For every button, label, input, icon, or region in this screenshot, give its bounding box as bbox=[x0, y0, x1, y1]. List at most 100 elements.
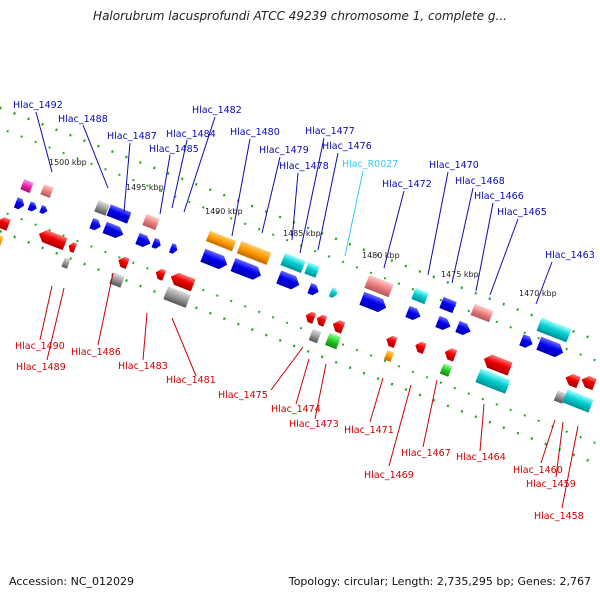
gene-glyph-14[interactable] bbox=[236, 241, 272, 265]
gene-label-hlac-1468[interactable]: Hlac_1468 bbox=[455, 176, 505, 187]
gene-label-hlac-1467[interactable]: Hlac_1467 bbox=[401, 448, 451, 459]
gene-glyph-36[interactable] bbox=[67, 241, 78, 253]
gene-label-hlac-1490[interactable]: Hlac_1490 bbox=[15, 341, 65, 352]
gene-label-hlac-r0027[interactable]: Hlac_R0027 bbox=[342, 159, 398, 170]
gene-glyph-0[interactable] bbox=[20, 179, 34, 193]
gene-glyph-44[interactable] bbox=[315, 313, 328, 327]
gene-glyph-26[interactable] bbox=[405, 305, 422, 322]
gene-glyph-51[interactable] bbox=[443, 346, 458, 362]
gene-label-hlac-1485[interactable]: Hlac_1485 bbox=[149, 144, 199, 155]
gene-label-hlac-1469[interactable]: Hlac_1469 bbox=[364, 470, 414, 481]
gene-label-hlac-1472[interactable]: Hlac_1472 bbox=[382, 179, 432, 190]
gene-label-hlac-1474[interactable]: Hlac_1474 bbox=[271, 404, 321, 415]
gene-glyph-52[interactable] bbox=[439, 363, 453, 377]
gene-glyph-9[interactable] bbox=[142, 213, 160, 231]
gene-glyph-56[interactable] bbox=[579, 374, 597, 391]
gene-glyph-8[interactable] bbox=[102, 221, 126, 240]
gene-glyph-23[interactable] bbox=[359, 291, 388, 314]
gene-glyph-21[interactable] bbox=[328, 287, 339, 299]
gene-label-hlac-1486[interactable]: Hlac_1486 bbox=[71, 347, 121, 358]
gene-glyph-13[interactable] bbox=[205, 230, 237, 252]
gene-label-hlac-1488[interactable]: Hlac_1488 bbox=[58, 114, 108, 125]
gene-glyph-43[interactable] bbox=[304, 310, 317, 324]
gene-label-hlac-1479[interactable]: Hlac_1479 bbox=[259, 145, 309, 156]
gene-glyph-17[interactable] bbox=[280, 252, 306, 274]
gene-label-hlac-1475[interactable]: Hlac_1475 bbox=[218, 390, 268, 401]
gene-glyph-54[interactable] bbox=[475, 368, 511, 394]
gene-label-hlac-1483[interactable]: Hlac_1483 bbox=[118, 361, 168, 372]
leader-line-19 bbox=[46, 287, 65, 361]
gene-glyph-57[interactable] bbox=[553, 390, 567, 404]
gene-glyph-47[interactable] bbox=[325, 332, 341, 350]
gene-glyph-11[interactable] bbox=[151, 237, 162, 250]
leader-line-23 bbox=[270, 346, 304, 391]
gene-label-hlac-1470[interactable]: Hlac_1470 bbox=[429, 160, 479, 171]
gene-glyph-12[interactable] bbox=[168, 243, 179, 255]
gene-glyph-58[interactable] bbox=[562, 389, 594, 413]
gene-glyph-5[interactable] bbox=[94, 200, 110, 216]
map-title: Halorubrum lacusprofundi ATCC 49239 chro… bbox=[93, 9, 507, 23]
accession-text: Accession: NC_012029 bbox=[9, 575, 135, 588]
gene-label-hlac-1477[interactable]: Hlac_1477 bbox=[305, 126, 355, 137]
gene-glyph-1[interactable] bbox=[40, 184, 54, 198]
gene-glyph-42[interactable] bbox=[163, 286, 191, 308]
gene-label-hlac-1487[interactable]: Hlac_1487 bbox=[107, 131, 157, 142]
gene-glyph-19[interactable] bbox=[276, 270, 302, 291]
gene-glyph-37[interactable] bbox=[116, 255, 130, 269]
gene-glyph-15[interactable] bbox=[200, 248, 229, 271]
gene-glyph-46[interactable] bbox=[308, 328, 322, 344]
gene-label-hlac-1459[interactable]: Hlac_1459 bbox=[526, 479, 576, 490]
leader-line-29 bbox=[479, 403, 485, 452]
gene-glyph-29[interactable] bbox=[470, 303, 494, 323]
gene-label-hlac-1460[interactable]: Hlac_1460 bbox=[513, 465, 563, 476]
gene-label-hlac-1463[interactable]: Hlac_1463 bbox=[545, 250, 595, 261]
gene-glyph-22[interactable] bbox=[364, 274, 394, 298]
gene-glyph-2[interactable] bbox=[13, 197, 26, 211]
gene-glyph-27[interactable] bbox=[435, 315, 452, 332]
gene-label-hlac-1465[interactable]: Hlac_1465 bbox=[497, 207, 547, 218]
gene-label-hlac-1480[interactable]: Hlac_1480 bbox=[230, 127, 280, 138]
gene-glyph-6[interactable] bbox=[106, 204, 132, 224]
gene-glyphs[interactable] bbox=[0, 179, 597, 413]
gene-label-hlac-1481[interactable]: Hlac_1481 bbox=[166, 375, 216, 386]
gene-label-hlac-1478[interactable]: Hlac_1478 bbox=[279, 161, 329, 172]
kbp-1480: 1480 kbp bbox=[362, 251, 400, 260]
gene-glyph-20[interactable] bbox=[307, 283, 320, 297]
gene-glyph-3[interactable] bbox=[27, 201, 39, 212]
gene-label-hlac-1466[interactable]: Hlac_1466 bbox=[474, 191, 524, 202]
gene-glyph-28[interactable] bbox=[455, 320, 472, 337]
gene-glyph-41[interactable] bbox=[168, 271, 196, 292]
gene-glyph-49[interactable] bbox=[383, 350, 395, 362]
gene-glyph-48[interactable] bbox=[384, 334, 398, 348]
gene-glyph-16[interactable] bbox=[230, 258, 263, 282]
gene-label-hlac-1482[interactable]: Hlac_1482 bbox=[192, 105, 242, 116]
gene-label-hlac-1458[interactable]: Hlac_1458 bbox=[534, 511, 584, 522]
gene-glyph-55[interactable] bbox=[563, 372, 581, 389]
gene-glyph-25[interactable] bbox=[439, 296, 457, 314]
gene-label-hlac-1484[interactable]: Hlac_1484 bbox=[166, 129, 216, 140]
gene-glyph-45[interactable] bbox=[331, 318, 346, 334]
gene-label-hlac-1476[interactable]: Hlac_1476 bbox=[322, 141, 372, 152]
gene-label-hlac-1473[interactable]: Hlac_1473 bbox=[289, 419, 339, 430]
gene-glyph-30[interactable] bbox=[536, 317, 572, 343]
gene-glyph-35[interactable] bbox=[37, 228, 68, 251]
gene-label-hlac-1492[interactable]: Hlac_1492 bbox=[13, 100, 63, 111]
gene-glyph-53[interactable] bbox=[481, 352, 513, 376]
gene-glyph-32[interactable] bbox=[536, 336, 565, 359]
gene-glyph-34[interactable] bbox=[0, 233, 4, 247]
gene-glyph-7[interactable] bbox=[89, 218, 102, 232]
gene-glyph-18[interactable] bbox=[304, 262, 320, 278]
gene-glyph-24[interactable] bbox=[411, 287, 429, 305]
gene-glyph-50[interactable] bbox=[413, 340, 427, 354]
gene-glyph-38[interactable] bbox=[109, 272, 125, 288]
gene-glyph-4[interactable] bbox=[39, 205, 48, 215]
gene-glyph-40[interactable] bbox=[154, 267, 167, 281]
gene-glyph-39[interactable] bbox=[61, 257, 71, 269]
gene-label-hlac-1471[interactable]: Hlac_1471 bbox=[344, 425, 394, 436]
gene-label-hlac-1464[interactable]: Hlac_1464 bbox=[456, 452, 506, 463]
gene-label-hlac-1489[interactable]: Hlac_1489 bbox=[16, 362, 66, 373]
gene-glyph-31[interactable] bbox=[519, 334, 535, 350]
gene-glyph-10[interactable] bbox=[135, 232, 152, 249]
gene-glyph-33[interactable] bbox=[0, 215, 11, 231]
